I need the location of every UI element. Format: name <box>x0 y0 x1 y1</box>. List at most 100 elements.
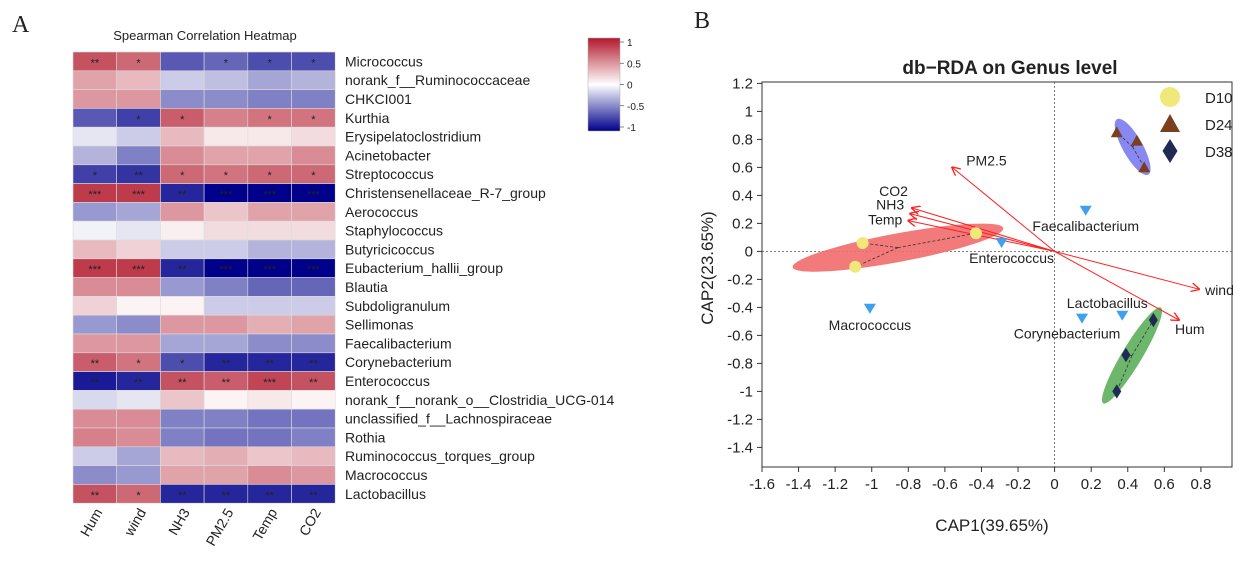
colorbar-gradient <box>588 38 620 131</box>
row-label: Staphylococcus <box>345 223 443 239</box>
significance-stars: ** <box>91 490 100 502</box>
heatmap-cell <box>160 240 204 259</box>
significance-stars: ** <box>91 358 100 370</box>
arrow-label: wind <box>1204 282 1234 298</box>
significance-stars: *** <box>220 189 234 201</box>
row-label: Enterococcus <box>345 373 430 389</box>
panel-label-b: B <box>694 8 710 34</box>
significance-stars: *** <box>263 377 277 389</box>
significance-stars: ** <box>91 377 100 389</box>
heatmap-cell <box>248 278 292 297</box>
species-marker <box>996 238 1008 248</box>
heatmap-cell <box>73 334 117 353</box>
column-label: Hum <box>77 506 106 540</box>
significance-stars: *** <box>220 264 234 276</box>
heatmap-cell <box>160 71 204 90</box>
heatmap-cell <box>73 296 117 315</box>
row-label: unclassified_f__Lachnospiraceae <box>345 411 552 427</box>
sample-point-d10 <box>970 227 982 239</box>
colorbar: 10.50-0.5-1 <box>588 38 645 134</box>
heatmap-cell <box>204 447 248 466</box>
heatmap-cell <box>117 71 161 90</box>
heatmap-cell <box>73 466 117 485</box>
row-label: Butyricicoccus <box>345 241 434 257</box>
significance-stars: * <box>136 114 141 126</box>
row-label: Faecalibacterium <box>345 335 452 351</box>
significance-stars: * <box>136 358 141 370</box>
heatmap-cell <box>117 409 161 428</box>
y-tick-label: 1.2 <box>732 75 753 92</box>
heatmap-cell <box>73 71 117 90</box>
legend-label: D38 <box>1205 144 1233 161</box>
species-marker <box>1116 311 1128 321</box>
heatmap-cell <box>292 278 336 297</box>
significance-stars: *** <box>263 189 277 201</box>
heatmap-cell <box>248 428 292 447</box>
heatmap-cell <box>204 108 248 127</box>
heatmap-cell <box>292 146 336 165</box>
significance-stars: ** <box>134 377 143 389</box>
significance-stars: * <box>311 57 316 69</box>
x-tick-label: 0.6 <box>1154 476 1175 493</box>
significance-stars: ** <box>178 490 187 502</box>
row-label: Christensenellaceae_R-7_group <box>345 185 546 201</box>
row-label: norank_f__Ruminococcaceae <box>345 72 530 88</box>
x-tick-label: -1.4 <box>786 476 812 493</box>
heatmap-cell <box>73 315 117 334</box>
colorbar-tick-label: 0.5 <box>627 59 641 70</box>
x-tick-label: -0.2 <box>1005 476 1031 493</box>
species-label: Enterococcus <box>969 250 1054 266</box>
heatmap-cell <box>292 71 336 90</box>
significance-stars: ** <box>134 170 143 182</box>
column-label: CO2 <box>296 505 324 538</box>
heatmap-cell <box>248 296 292 315</box>
significance-stars: * <box>268 57 273 69</box>
heatmap-cell <box>248 127 292 146</box>
significance-stars: *** <box>307 189 321 201</box>
heatmap-cell <box>292 428 336 447</box>
sample-point-d10 <box>857 237 869 249</box>
significance-stars: ** <box>222 377 231 389</box>
arrow-label: NH3 <box>876 197 904 213</box>
heatmap-cell <box>292 466 336 485</box>
legend-marker-d38 <box>1163 139 1178 163</box>
significance-stars: * <box>180 358 185 370</box>
heatmap-cell <box>204 466 248 485</box>
x-tick-label: -0.6 <box>932 476 958 493</box>
row-label: Erysipelatoclostridium <box>345 129 481 145</box>
heatmap-cell <box>248 390 292 409</box>
column-label: Temp <box>249 505 280 543</box>
heatmap-cell <box>204 390 248 409</box>
heatmap-cell <box>204 278 248 297</box>
x-tick-label: -1.2 <box>822 476 848 493</box>
significance-stars: ** <box>178 189 187 201</box>
column-label: NH3 <box>165 505 193 537</box>
significance-stars: *** <box>307 264 321 276</box>
heatmap-cell <box>292 296 336 315</box>
significance-stars: ** <box>178 377 187 389</box>
significance-stars: ** <box>91 57 100 69</box>
row-label: Corynebacterium <box>345 354 452 370</box>
heatmap-cell <box>248 221 292 240</box>
significance-stars: ** <box>222 358 231 370</box>
heatmap-cell <box>117 221 161 240</box>
heatmap-cell <box>204 202 248 221</box>
plot-frame <box>762 82 1232 467</box>
y-tick-label: 0.8 <box>732 131 753 148</box>
heatmap-cell <box>292 447 336 466</box>
x-tick-label: 0.4 <box>1117 476 1138 493</box>
x-tick-label: -1 <box>865 476 878 493</box>
heatmap-cell <box>160 334 204 353</box>
heatmap-cell <box>73 108 117 127</box>
significance-stars: *** <box>132 264 146 276</box>
y-tick-label: 0.2 <box>732 215 753 232</box>
heatmap-cell <box>248 146 292 165</box>
row-label: Lactobacillus <box>345 486 426 502</box>
y-tick-label: 0.6 <box>732 159 753 176</box>
significance-stars: *** <box>88 264 102 276</box>
heatmap-cell <box>73 240 117 259</box>
significance-stars: ** <box>309 358 318 370</box>
significance-stars: * <box>136 490 141 502</box>
